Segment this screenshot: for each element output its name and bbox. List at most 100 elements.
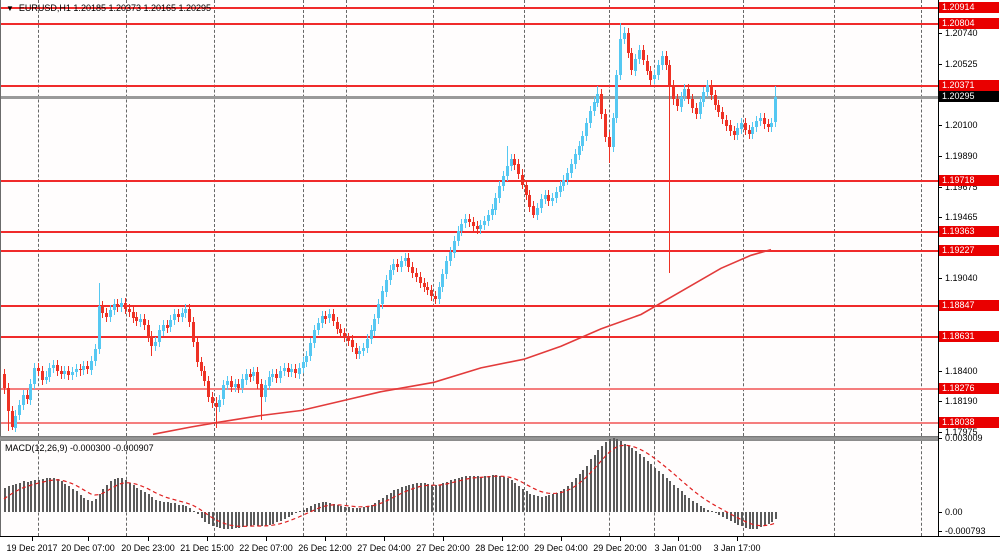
candle[interactable] bbox=[264, 385, 267, 397]
candle[interactable] bbox=[290, 369, 293, 372]
candle[interactable] bbox=[426, 287, 429, 290]
candle[interactable] bbox=[237, 384, 240, 388]
horizontal-level-line[interactable] bbox=[1, 231, 938, 233]
candle[interactable] bbox=[370, 330, 373, 339]
candle[interactable] bbox=[657, 65, 660, 75]
candle[interactable] bbox=[733, 131, 736, 135]
candle[interactable] bbox=[767, 124, 770, 127]
candle[interactable] bbox=[570, 164, 573, 173]
candle[interactable] bbox=[555, 192, 558, 198]
candle[interactable] bbox=[86, 366, 89, 369]
candle[interactable] bbox=[200, 362, 203, 371]
candle[interactable] bbox=[774, 97, 777, 122]
candle[interactable] bbox=[196, 342, 199, 362]
candle[interactable] bbox=[222, 385, 225, 399]
candle[interactable] bbox=[287, 368, 290, 372]
candle[interactable] bbox=[740, 123, 743, 129]
candle[interactable] bbox=[128, 309, 131, 312]
candle[interactable] bbox=[714, 95, 717, 105]
candle[interactable] bbox=[619, 39, 622, 75]
candle[interactable] bbox=[498, 186, 501, 198]
candle[interactable] bbox=[434, 296, 437, 299]
candle[interactable] bbox=[162, 325, 165, 331]
candle[interactable] bbox=[298, 368, 301, 374]
candle[interactable] bbox=[324, 316, 327, 319]
candle[interactable] bbox=[302, 362, 305, 368]
candle[interactable] bbox=[566, 173, 569, 180]
candle[interactable] bbox=[396, 264, 399, 267]
candle[interactable] bbox=[169, 320, 172, 327]
candle[interactable] bbox=[336, 322, 339, 329]
candle[interactable] bbox=[525, 185, 528, 195]
candle[interactable] bbox=[234, 384, 237, 387]
candle[interactable] bbox=[211, 397, 214, 403]
horizontal-level-line[interactable] bbox=[1, 422, 938, 424]
horizontal-level-line[interactable] bbox=[1, 180, 938, 182]
candle[interactable] bbox=[415, 273, 418, 277]
candle[interactable] bbox=[75, 369, 78, 372]
candle[interactable] bbox=[218, 400, 221, 407]
candle[interactable] bbox=[517, 164, 520, 174]
candle[interactable] bbox=[321, 316, 324, 323]
price-axis[interactable]: 1.20740 1.20525 1.20100 1.19890 1.19675 1.194… bbox=[938, 0, 1000, 537]
candle[interactable] bbox=[71, 372, 74, 375]
candle[interactable] bbox=[445, 261, 448, 274]
candle[interactable] bbox=[166, 325, 169, 328]
candle[interactable] bbox=[593, 102, 596, 111]
candle[interactable] bbox=[283, 368, 286, 371]
candle[interactable] bbox=[506, 166, 509, 176]
candle[interactable] bbox=[510, 159, 513, 166]
candle[interactable] bbox=[476, 226, 479, 229]
candle[interactable] bbox=[521, 175, 524, 185]
candle[interactable] bbox=[98, 306, 101, 349]
candle[interactable] bbox=[309, 343, 312, 356]
time-axis[interactable]: 19 Dec 2017 20 Dec 07:00 20 Dec 23:00 21 De… bbox=[0, 537, 1000, 559]
candle[interactable] bbox=[407, 258, 410, 267]
candle[interactable] bbox=[377, 304, 380, 318]
horizontal-level-line[interactable] bbox=[1, 23, 938, 25]
candle[interactable] bbox=[48, 368, 51, 377]
level-price-flag[interactable]: 1.18038 bbox=[939, 417, 999, 428]
candle[interactable] bbox=[589, 111, 592, 123]
horizontal-level-line[interactable] bbox=[1, 305, 938, 307]
candle[interactable] bbox=[581, 136, 584, 146]
candle[interactable] bbox=[404, 258, 407, 261]
candle[interactable] bbox=[710, 85, 713, 95]
candle[interactable] bbox=[154, 342, 157, 346]
candle[interactable] bbox=[562, 180, 565, 186]
candle[interactable] bbox=[63, 371, 66, 374]
candle[interactable] bbox=[26, 395, 29, 399]
price-chart-pane[interactable] bbox=[0, 0, 938, 436]
candle[interactable] bbox=[472, 222, 475, 226]
candle[interactable] bbox=[744, 123, 747, 130]
candle[interactable] bbox=[494, 198, 497, 210]
candle[interactable] bbox=[279, 371, 282, 378]
level-price-flag[interactable]: 1.19363 bbox=[939, 226, 999, 237]
candle[interactable] bbox=[45, 377, 48, 380]
candle[interactable] bbox=[41, 371, 44, 380]
candle[interactable] bbox=[362, 348, 365, 351]
candle[interactable] bbox=[574, 154, 577, 164]
candle[interactable] bbox=[60, 371, 63, 374]
candle[interactable] bbox=[528, 195, 531, 207]
horizontal-level-line[interactable] bbox=[1, 336, 938, 338]
candle[interactable] bbox=[653, 75, 656, 79]
candle[interactable] bbox=[305, 356, 308, 362]
pane-splitter[interactable] bbox=[0, 436, 1000, 441]
candle[interactable] bbox=[430, 290, 433, 296]
candle[interactable] bbox=[37, 368, 40, 371]
candle[interactable] bbox=[532, 206, 535, 215]
candle[interactable] bbox=[105, 313, 108, 317]
candle[interactable] bbox=[215, 403, 218, 407]
candle[interactable] bbox=[687, 89, 690, 99]
candle[interactable] bbox=[608, 137, 611, 147]
candle[interactable] bbox=[132, 312, 135, 318]
candle[interactable] bbox=[748, 130, 751, 134]
candle[interactable] bbox=[343, 333, 346, 337]
candle[interactable] bbox=[672, 85, 675, 99]
candle[interactable] bbox=[173, 314, 176, 320]
candle[interactable] bbox=[120, 303, 123, 307]
candle[interactable] bbox=[491, 209, 494, 215]
candle[interactable] bbox=[695, 108, 698, 114]
candle[interactable] bbox=[317, 323, 320, 330]
